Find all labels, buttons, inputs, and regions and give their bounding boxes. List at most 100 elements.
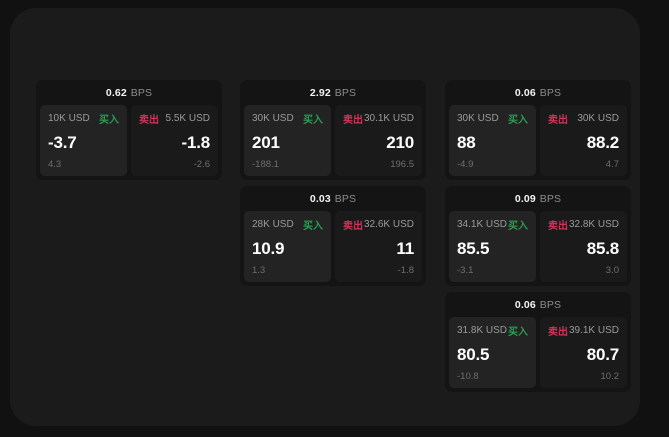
buy-delta: -4.9 [457,159,474,170]
card-sides: 10K USD 买入 -3.7 4.3 卖出 5.5K USD -1.8 [36,105,222,180]
sell-panel[interactable]: 卖出 30K USD 88.2 4.7 [540,105,627,176]
buy-price: 88 [457,133,476,152]
buy-price: 10.9 [252,239,285,258]
buy-panel-header: 28K USD 买入 [252,218,323,232]
buy-action-label: 买入 [508,327,528,338]
buy-price: 80.5 [457,345,490,364]
sell-panel[interactable]: 卖出 39.1K USD 80.7 10.2 [540,317,627,388]
sell-price: -1.8 [181,133,211,152]
card-header: 2.92 BPS [240,80,426,105]
sell-price: 88.2 [586,133,619,152]
sell-panel-header: 卖出 39.1K USD [548,324,619,338]
sell-price: 80.7 [586,345,619,364]
sell-price: 210 [386,133,414,152]
buy-panel-header: 31.8K USD 买入 [457,324,528,338]
card-sides: 30K USD 买入 88 -4.9 卖出 30K USD 88.2 [445,105,631,180]
buy-panel[interactable]: 10K USD 买入 -3.7 4.3 [40,105,127,176]
bps-value: 0.06 [514,86,536,99]
sell-price: 11 [396,239,414,258]
buy-size-label: 28K USD [252,219,294,230]
buy-panel-header: 30K USD 买入 [252,112,323,126]
buy-delta: -188.1 [252,159,279,170]
sell-action-label: 卖出 [343,115,363,126]
sell-action-label: 卖出 [548,327,568,338]
buy-action-label: 买入 [303,115,323,126]
quote-card-grid: 0.62 BPS 10K USD 买入 -3.7 4.3 [36,80,634,400]
bps-unit: BPS [334,192,357,205]
sell-panel[interactable]: 卖出 30.1K USD 210 196.5 [335,105,422,176]
sell-size-label: 32.6K USD [363,219,414,230]
buy-panel[interactable]: 30K USD 买入 201 -188.1 [244,105,331,176]
quote-card[interactable]: 0.06 BPS 30K USD 买入 88 -4.9 [445,80,631,180]
quote-card[interactable]: 0.62 BPS 10K USD 买入 -3.7 4.3 [36,80,222,180]
sell-panel[interactable]: 卖出 32.8K USD 85.8 3.0 [540,211,627,282]
card-header: 0.06 BPS [445,292,631,317]
card-sides: 31.8K USD 买入 80.5 -10.8 卖出 39.1K USD 80 [445,317,631,392]
buy-delta: 1.3 [252,265,266,276]
sell-action-label: 卖出 [139,115,159,126]
buy-panel-header: 30K USD 买入 [457,112,528,126]
sell-size-label: 30K USD [577,113,619,124]
quote-card[interactable]: 0.09 BPS 34.1K USD 买入 85.5 -3.1 [445,186,631,286]
sell-panel-header: 卖出 32.6K USD [343,218,414,232]
sell-action-label: 卖出 [548,115,568,126]
buy-delta: -3.1 [457,265,474,276]
buy-size-label: 30K USD [457,113,499,124]
sell-delta: -2.6 [193,159,210,170]
buy-price: -3.7 [48,133,77,152]
sell-delta: -1.8 [397,265,414,276]
card-sides: 28K USD 买入 10.9 1.3 卖出 32.6K USD 11 [240,211,426,286]
quote-card[interactable]: 0.06 BPS 31.8K USD 买入 80.5 -10.8 [445,292,631,392]
sell-panel[interactable]: 卖出 5.5K USD -1.8 -2.6 [131,105,218,176]
buy-action-label: 买入 [508,221,528,232]
sell-panel-header: 卖出 32.8K USD [548,218,619,232]
card-header: 0.03 BPS [240,186,426,211]
card-sides: 30K USD 买入 201 -188.1 卖出 30.1K USD 210 [240,105,426,180]
buy-delta: -10.8 [457,371,479,382]
sell-delta: 4.7 [605,159,619,170]
buy-panel-header: 34.1K USD 买入 [457,218,528,232]
quote-card[interactable]: 2.92 BPS 30K USD 买入 201 -188.1 [240,80,426,180]
card-sides: 34.1K USD 买入 85.5 -3.1 卖出 32.8K USD 85. [445,211,631,286]
sell-panel-header: 卖出 5.5K USD [139,112,210,126]
buy-size-label: 30K USD [252,113,294,124]
bps-unit: BPS [539,298,562,311]
sell-size-label: 30.1K USD [363,113,414,124]
card-header: 0.06 BPS [445,80,631,105]
buy-panel[interactable]: 28K USD 买入 10.9 1.3 [244,211,331,282]
bps-value: 0.06 [514,298,536,311]
sell-size-label: 39.1K USD [568,325,619,336]
sell-action-label: 卖出 [343,221,363,232]
buy-price: 201 [252,133,280,152]
sell-panel-header: 卖出 30.1K USD [343,112,414,126]
sell-panel-header: 卖出 30K USD [548,112,619,126]
card-header: 0.62 BPS [36,80,222,105]
sell-delta: 10.2 [600,371,620,382]
buy-panel[interactable]: 30K USD 买入 88 -4.9 [449,105,536,176]
buy-size-label: 10K USD [48,113,90,124]
buy-size-label: 31.8K USD [457,325,508,336]
buy-size-label: 34.1K USD [457,219,508,230]
buy-action-label: 买入 [508,115,528,126]
bps-unit: BPS [539,86,562,99]
card-header: 0.09 BPS [445,186,631,211]
buy-panel-header: 10K USD 买入 [48,112,119,126]
bps-value: 0.09 [514,192,536,205]
bps-unit: BPS [334,86,357,99]
buy-action-label: 买入 [303,221,323,232]
buy-panel[interactable]: 34.1K USD 买入 85.5 -3.1 [449,211,536,282]
buy-price: 85.5 [457,239,490,258]
quote-card[interactable]: 0.03 BPS 28K USD 买入 10.9 1.3 [240,186,426,286]
bps-value: 0.03 [309,192,331,205]
bps-value: 0.62 [105,86,127,99]
bps-unit: BPS [130,86,153,99]
buy-delta: 4.3 [48,159,62,170]
quote-board-panel: 0.62 BPS 10K USD 买入 -3.7 4.3 [10,8,640,426]
sell-panel[interactable]: 卖出 32.6K USD 11 -1.8 [335,211,422,282]
buy-action-label: 买入 [99,115,119,126]
sell-delta: 3.0 [605,265,619,276]
sell-action-label: 卖出 [548,221,568,232]
sell-delta: 196.5 [390,159,414,170]
sell-size-label: 32.8K USD [568,219,619,230]
buy-panel[interactable]: 31.8K USD 买入 80.5 -10.8 [449,317,536,388]
